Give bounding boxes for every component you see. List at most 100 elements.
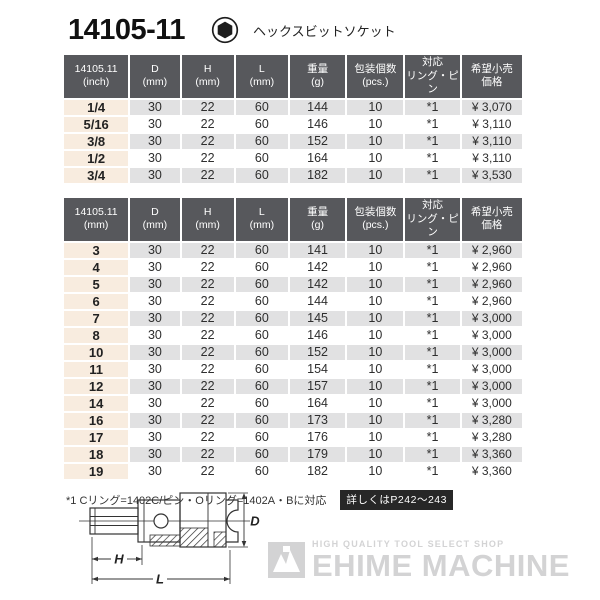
value-cell: 30 [130, 429, 180, 445]
value-cell: 60 [235, 361, 288, 377]
value-cell: 22 [181, 310, 234, 326]
value-cell: 10 [347, 116, 404, 132]
value-cell: 152 [289, 344, 346, 360]
dimension-diagram: H L D [78, 492, 263, 597]
value-cell: 22 [181, 327, 234, 343]
value-cell: *1 [405, 429, 460, 445]
table-row: 17 30 22 60 176 10 *1 ¥ 3,280 [64, 429, 522, 445]
value-cell: 10 [347, 99, 404, 115]
dim-label-h: H [114, 552, 124, 567]
value-cell: ¥ 3,000 [461, 344, 522, 360]
size-cell: 7 [64, 310, 129, 326]
footnote-text: *1 Cリング=1402C/ピン・Oリング=1402A・Bに対応 [66, 494, 327, 507]
value-cell: 60 [235, 293, 288, 309]
value-cell: 142 [289, 259, 346, 275]
col-header-price: 希望小売 価格 [461, 55, 522, 98]
value-cell: 10 [347, 361, 404, 377]
dim-label-l: L [156, 572, 164, 587]
value-cell: ¥ 3,280 [461, 412, 522, 428]
value-cell: 182 [289, 167, 346, 183]
table-row: 3/8 30 22 60 152 10 *1 ¥ 3,110 [64, 133, 522, 149]
value-cell: 10 [347, 344, 404, 360]
value-cell: *1 [405, 463, 460, 479]
col-header-h: H (mm) [181, 55, 234, 98]
value-cell: *1 [405, 150, 460, 166]
table-row: 5/16 30 22 60 146 10 *1 ¥ 3,110 [64, 116, 522, 132]
value-cell: *1 [405, 116, 460, 132]
size-cell: 11 [64, 361, 129, 377]
table-row: 1/2 30 22 60 164 10 *1 ¥ 3,110 [64, 150, 522, 166]
value-cell: *1 [405, 378, 460, 394]
col-header-size: 14105.11 (mm) [64, 197, 129, 241]
value-cell: 30 [130, 259, 180, 275]
value-cell: 30 [130, 446, 180, 462]
value-cell: 10 [347, 429, 404, 445]
value-cell: 30 [130, 463, 180, 479]
value-cell: 30 [130, 412, 180, 428]
value-cell: ¥ 3,110 [461, 150, 522, 166]
footnote: *1 Cリング=1402C/ピン・Oリング=1402A・Bに対応 詳しくはP24… [66, 489, 600, 510]
col-header-price: 希望小売 価格 [461, 197, 522, 241]
value-cell: 22 [181, 150, 234, 166]
value-cell: 60 [235, 116, 288, 132]
size-cell: 4 [64, 259, 129, 275]
spec-table-mm: 14105.11 (mm) D (mm) H (mm) L (mm) 重量 (g) 包装個… [62, 196, 524, 481]
value-cell: 22 [181, 395, 234, 411]
value-cell: 60 [235, 446, 288, 462]
spec-table-inch: 14105.11 (inch) D (mm) H (mm) L (mm) 重量 (g) 包… [62, 53, 524, 185]
value-cell: 164 [289, 150, 346, 166]
value-cell: 10 [347, 395, 404, 411]
value-cell: 10 [347, 167, 404, 183]
col-header-weight: 重量 (g) [289, 197, 346, 241]
value-cell: ¥ 3,110 [461, 133, 522, 149]
value-cell: ¥ 3,530 [461, 167, 522, 183]
value-cell: 10 [347, 259, 404, 275]
value-cell: 30 [130, 133, 180, 149]
table-row: 6 30 22 60 144 10 *1 ¥ 2,960 [64, 293, 522, 309]
value-cell: 22 [181, 133, 234, 149]
table-row: 11 30 22 60 154 10 *1 ¥ 3,000 [64, 361, 522, 377]
value-cell: 60 [235, 378, 288, 394]
size-cell: 18 [64, 446, 129, 462]
value-cell: ¥ 3,000 [461, 327, 522, 343]
value-cell: *1 [405, 133, 460, 149]
value-cell: ¥ 3,360 [461, 463, 522, 479]
value-cell: 144 [289, 293, 346, 309]
table-row: 1/4 30 22 60 144 10 *1 ¥ 3,070 [64, 99, 522, 115]
value-cell: 22 [181, 293, 234, 309]
value-cell: 10 [347, 310, 404, 326]
value-cell: 30 [130, 378, 180, 394]
value-cell: ¥ 3,000 [461, 395, 522, 411]
value-cell: ¥ 2,960 [461, 242, 522, 258]
value-cell: *1 [405, 344, 460, 360]
value-cell: *1 [405, 327, 460, 343]
value-cell: ¥ 3,110 [461, 116, 522, 132]
value-cell: 22 [181, 259, 234, 275]
table-row: 12 30 22 60 157 10 *1 ¥ 3,000 [64, 378, 522, 394]
col-header-pcs: 包装個数 (pcs.) [347, 55, 404, 98]
value-cell: *1 [405, 310, 460, 326]
size-cell: 12 [64, 378, 129, 394]
value-cell: 60 [235, 412, 288, 428]
value-cell: *1 [405, 293, 460, 309]
dim-label-d: D [250, 514, 260, 529]
value-cell: *1 [405, 276, 460, 292]
size-cell: 10 [64, 344, 129, 360]
value-cell: 60 [235, 344, 288, 360]
hex-socket-icon [211, 16, 239, 44]
model-number: 14105-11 [68, 13, 185, 46]
detail-page-badge: 詳しくはP242～243 [340, 489, 453, 510]
col-header-h: H (mm) [181, 197, 234, 241]
header-row: 14105.11 (mm) D (mm) H (mm) L (mm) 重量 (g) 包装個… [64, 197, 522, 241]
size-cell: 5 [64, 276, 129, 292]
value-cell: 10 [347, 412, 404, 428]
value-cell: 164 [289, 395, 346, 411]
value-cell: 22 [181, 361, 234, 377]
value-cell: 22 [181, 463, 234, 479]
value-cell: *1 [405, 259, 460, 275]
value-cell: ¥ 3,070 [461, 99, 522, 115]
value-cell: *1 [405, 242, 460, 258]
value-cell: 30 [130, 395, 180, 411]
value-cell: *1 [405, 361, 460, 377]
